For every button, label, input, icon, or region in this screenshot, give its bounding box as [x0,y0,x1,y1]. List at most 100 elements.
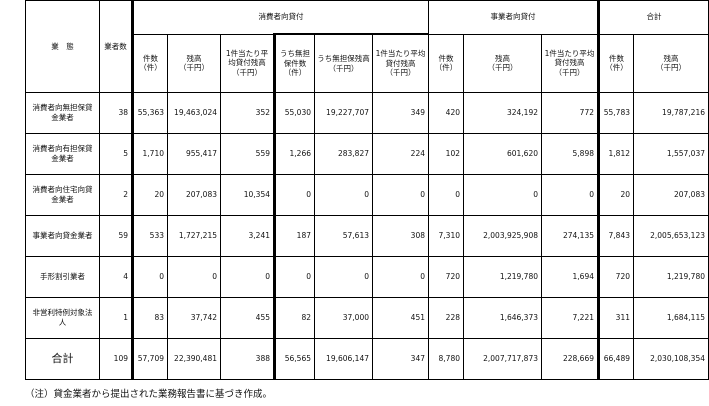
row-category: 消費者向無担保貸金業者 [25,92,100,134]
table-row: 消費者向有担保貸金業者 5 1,710 955,417 559 1,266 283,827 2… [25,133,709,175]
subheader-total-1: 残高 （千円） [633,33,709,93]
cell-value: 0 [372,256,429,298]
cell-value: 1,646,373 [463,297,542,339]
cell-value: 19,463,024 [167,92,221,134]
cell-value: 10,354 [220,174,275,216]
cell-value: 283,827 [314,133,373,175]
cell-value: 20 [597,174,634,216]
cell-value: 0 [220,256,275,298]
cell-value: 1,266 [273,133,315,175]
cell-value: 0 [273,256,315,298]
cell-value: 1,710 [131,133,168,175]
table-row: 消費者向住宅向貸金業者 2 20 207,083 10,354 0 0 0 0 0 0 20 207,0… [25,174,709,216]
cell-value: 0 [314,256,373,298]
header-category: 業 態 [25,0,100,93]
cell-value: 720 [428,256,464,298]
cell-value: 720 [597,256,634,298]
cell-value: 559 [220,133,275,175]
cell-value: 2 [99,174,133,216]
cell-value: 20 [131,174,168,216]
cell-value: 8,780 [428,338,464,380]
subheader-business-0: 件数 （件） [428,33,464,93]
subheader-total-0: 件数 （件） [597,33,634,93]
cell-value: 83 [131,297,168,339]
cell-value: 349 [372,92,429,134]
row-category: 消費者向住宅向貸金業者 [25,174,100,216]
cell-value: 2,003,925,908 [463,215,542,257]
header-firms: 業者数 [99,0,133,93]
footnote: （注）貸金業者から提出された業務報告書に基づき作成。 [25,389,273,400]
cell-value: 57,709 [131,338,168,380]
row-category: 事業者向貸金業者 [25,215,100,257]
cell-value: 0 [541,174,599,216]
cell-value: 55,030 [273,92,315,134]
header-business-loans: 事業者向貸付 [428,0,599,35]
cell-value: 7,310 [428,215,464,257]
table-row: 消費者向無担保貸金業者 38 55,363 19,463,024 352 55,030 19… [25,92,709,134]
cell-value: 55,363 [131,92,168,134]
cell-value: 352 [220,92,275,134]
cell-value: 2,007,717,873 [463,338,542,380]
cell-value: 5,898 [541,133,599,175]
cell-value: 37,000 [314,297,373,339]
header-total: 合計 [597,0,709,35]
cell-value: 420 [428,92,464,134]
cell-value: 3,241 [220,215,275,257]
cell-value: 0 [167,256,221,298]
cell-value: 82 [273,297,315,339]
cell-value: 56,565 [273,338,315,380]
cell-value: 451 [372,297,429,339]
cell-value: 228 [428,297,464,339]
loan-statistics-table: 業 態 業者数 消費者向貸付 事業者向貸付 合計 件数 （件） 残高 （千円） 1件… [25,0,709,380]
cell-value: 1,219,780 [463,256,542,298]
cell-value: 19,606,147 [314,338,373,380]
cell-value: 533 [131,215,168,257]
cell-value: 38 [99,92,133,134]
cell-value: 0 [463,174,542,216]
cell-value: 7,221 [541,297,599,339]
cell-value: 4 [99,256,133,298]
cell-value: 19,787,216 [633,92,709,134]
cell-value: 0 [314,174,373,216]
cell-value: 274,135 [541,215,599,257]
cell-value: 22,390,481 [167,338,221,380]
cell-value: 955,417 [167,133,221,175]
cell-value: 0 [428,174,464,216]
cell-value: 228,669 [541,338,599,380]
subheader-consumer-5: 1件当たり平均貸付残高 （千円） [372,33,429,93]
cell-value: 59 [99,215,133,257]
table-row: 事業者向貸金業者 59 533 1,727,215 3,241 187 57,613 308 7… [25,215,709,257]
cell-value: 207,083 [167,174,221,216]
cell-value: 5 [99,133,133,175]
cell-value: 2,030,108,354 [633,338,709,380]
cell-value: 772 [541,92,599,134]
subheader-consumer-1: 残高 （千円） [167,33,221,93]
cell-value: 1,684,115 [633,297,709,339]
cell-value: 55,783 [597,92,634,134]
cell-value: 311 [597,297,634,339]
cell-value: 388 [220,338,275,380]
cell-value: 1 [99,297,133,339]
cell-value: 1,727,215 [167,215,221,257]
row-category: 手形割引業者 [25,256,100,298]
subheader-business-2: 1件当たり平均貸付残高 （千円） [541,33,599,93]
cell-value: 455 [220,297,275,339]
cell-value: 324,192 [463,92,542,134]
table-row: 手形割引業者 4 0 0 0 0 0 0 720 1,219,780 1,694 720 1,219,7… [25,256,709,298]
cell-value: 308 [372,215,429,257]
cell-value: 347 [372,338,429,380]
cell-value: 2,005,653,123 [633,215,709,257]
row-category: 合計 [25,338,100,380]
table-row: 非営利特例対象法人 1 83 37,742 455 82 37,000 451 228 1,646… [25,297,709,339]
subheader-business-1: 残高 （千円） [463,33,542,93]
cell-value: 1,219,780 [633,256,709,298]
subheader-consumer-0: 件数 （件） [131,33,168,93]
cell-value: 0 [131,256,168,298]
cell-value: 7,843 [597,215,634,257]
cell-value: 109 [99,338,133,380]
cell-value: 207,083 [633,174,709,216]
cell-value: 0 [273,174,315,216]
cell-value: 19,227,707 [314,92,373,134]
header-consumer-loans: 消費者向貸付 [131,0,429,35]
cell-value: 1,812 [597,133,634,175]
